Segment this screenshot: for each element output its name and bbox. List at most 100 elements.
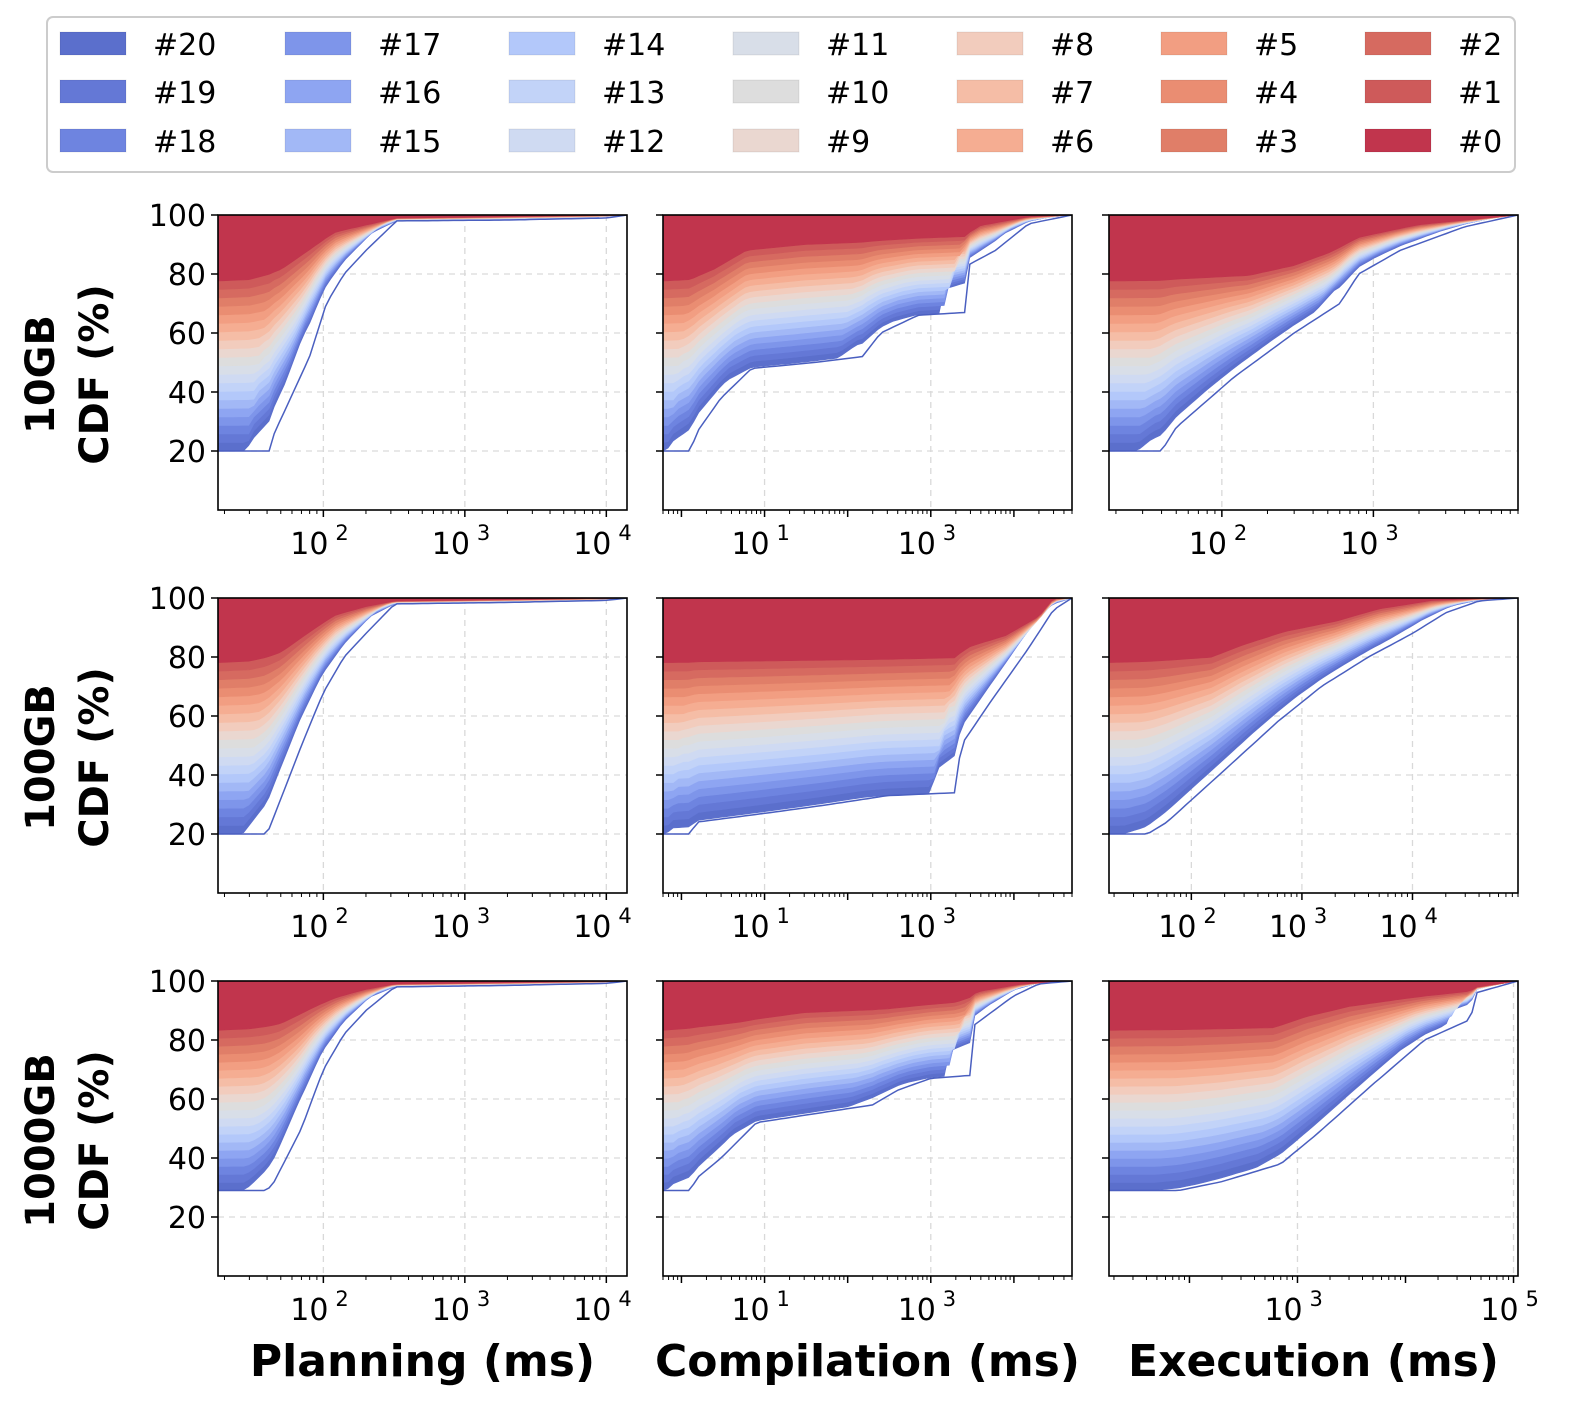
legend-label: #11 [826,28,889,63]
x-tick-exponent: 3 [1314,904,1327,928]
x-tick-exponent: 2 [1234,521,1247,545]
panel-100GB-0: 20 40 60 80 100 10 2 10 3 10 4 [149,582,632,945]
legend-label: #12 [602,125,665,160]
legend-swatch [1160,31,1228,56]
x-tick-label: 10 [290,527,328,562]
y-tick-label: 60 [168,1083,206,1118]
panel-frame [662,597,1073,894]
legend-swatch [508,31,576,56]
band-#0 [1109,981,1518,1031]
x-tick-exponent: 5 [1526,1287,1539,1311]
stacked-area [663,981,1072,1191]
x-tick-exponent: 1 [777,521,790,545]
stacked-area [1109,215,1518,452]
x-tick-label: 10 [1269,910,1307,945]
legend-swatch [284,128,352,153]
x-tick-exponent: 3 [1309,1287,1322,1311]
x-tick-label: 10 [731,910,769,945]
stacked-area [218,215,627,452]
band-#0 [218,598,627,663]
legend-label: #16 [378,76,441,111]
stacked-area [663,215,1072,452]
x-tick-exponent: 1 [777,904,790,928]
x-tick-label: 10 [1189,527,1227,562]
y-tick-label: 20 [168,435,206,470]
y-tick-label: 60 [168,317,206,352]
series-line [663,981,1072,1192]
series-line [218,215,627,452]
y-tick-label: 40 [168,1142,206,1177]
panel-10GB-1: 10 1 10 3 [656,214,1073,562]
x-tick-label: 10 [898,910,936,945]
stacked-area [218,981,627,1191]
series-line [1109,215,1518,452]
series-line [663,215,1072,452]
legend-label: #6 [1050,125,1094,160]
legend-swatch [1160,79,1228,104]
x-tick-label: 10 [731,527,769,562]
legend-label: #7 [1050,76,1094,111]
legend-swatch [956,31,1024,56]
legend-swatch [732,128,800,153]
x-tick-label: 10 [432,910,470,945]
stacked-area [663,598,1072,835]
legend-swatch [956,79,1024,104]
column-titles: Planning (ms) Compilation (ms) Execution (… [250,1336,1499,1387]
x-tick-label: 10 [432,1293,470,1328]
legend-swatch [956,128,1024,153]
panel-10GB-2: 10 2 10 3 [1102,214,1519,562]
legend-label: #10 [826,76,889,111]
legend-label: #4 [1254,76,1298,111]
legend-swatch [284,31,352,56]
x-tick-exponent: 3 [477,1287,490,1311]
x-tick-label: 10 [898,1293,936,1328]
x-tick-exponent: 2 [335,1287,348,1311]
x-tick-exponent: 4 [1424,904,1437,928]
series-line [218,981,627,1192]
legend-swatch [732,79,800,104]
legend-label: #20 [153,28,216,63]
y-tick-label: 40 [168,759,206,794]
panel-frame [662,980,1073,1277]
legend-label: #8 [1050,28,1094,63]
legend-label: #17 [378,28,441,63]
legend-swatch [59,128,127,153]
legend-label: #5 [1254,28,1298,63]
panel-100GB-1: 10 1 10 3 [656,597,1073,945]
x-tick-label: 10 [1379,910,1417,945]
x-tick-label: 10 [1158,910,1196,945]
legend-label: #1 [1458,76,1502,111]
x-tick-exponent: 4 [618,904,631,928]
y-tick-label: 100 [149,582,206,617]
series-line [1109,598,1518,835]
legend-swatch [508,128,576,153]
x-tick-exponent: 3 [943,904,956,928]
legend-label: #18 [153,125,216,160]
stacked-area [218,598,627,835]
x-tick-exponent: 2 [1203,904,1216,928]
x-tick-exponent: 3 [943,521,956,545]
legend-label: #0 [1458,125,1502,160]
legend-swatch [1364,128,1432,153]
column-title: Planning (ms) [250,1336,595,1387]
legend-label: #15 [378,125,441,160]
legend-label: #2 [1458,28,1502,63]
legend-swatch [59,79,127,104]
x-tick-label: 10 [290,1293,328,1328]
band-#0 [663,598,1072,663]
series-line [218,598,627,835]
x-tick-label: 10 [1264,1293,1302,1328]
panel-10GB-0: 20 40 60 80 100 10 2 10 3 10 4 [149,199,632,562]
x-tick-label: 10 [573,527,611,562]
x-tick-exponent: 4 [618,521,631,545]
band-#0 [218,215,627,282]
legend-swatch [1364,31,1432,56]
y-tick-label: 60 [168,700,206,735]
legend-label: #3 [1254,125,1298,160]
band-#0 [1109,215,1518,282]
y-tick-label: 100 [149,199,206,234]
x-tick-label: 10 [1340,527,1378,562]
panels: 20 40 60 80 100 10 2 10 3 10 4 10 1 10 3 10 2 10 3 20 40 60 80… [149,199,1539,1328]
panel-100GB-2: 10 2 10 3 10 4 [1102,597,1519,945]
